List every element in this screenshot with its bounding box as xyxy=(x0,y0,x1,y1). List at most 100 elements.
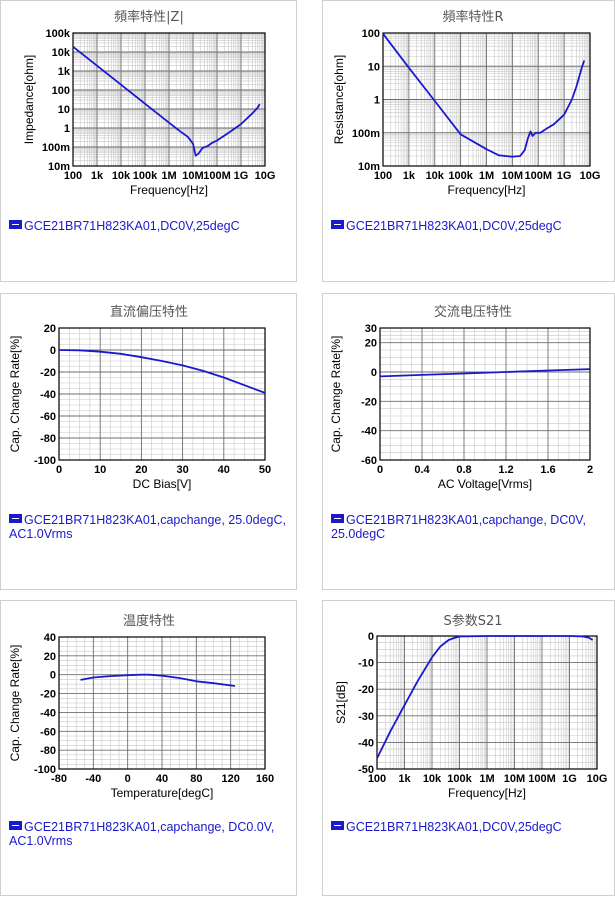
y-tick-label: 20 xyxy=(365,338,377,350)
y-tick-label: -50 xyxy=(358,764,374,776)
legend-resistance: GCE21BR71H823KA01,DC0V,25degC xyxy=(331,219,615,233)
legend-temperature: GCE21BR71H823KA01,capchange, DC0.0V, AC1… xyxy=(9,820,299,848)
y-tick-label: 30 xyxy=(365,323,377,335)
y-tick-label: -40 xyxy=(358,737,374,749)
x-tick-label: 100k xyxy=(448,170,473,182)
legend-s21: GCE21BR71H823KA01,DC0V,25degC xyxy=(331,820,615,834)
x-tick-label: 1.6 xyxy=(540,464,555,476)
plot-frame xyxy=(379,327,591,461)
y-tick-label: -60 xyxy=(361,455,377,467)
x-tick-label: 80 xyxy=(190,773,202,785)
x-tick-label: 0 xyxy=(377,464,383,476)
y-tick-label: -10 xyxy=(358,658,374,670)
legend-swatch-icon xyxy=(331,514,344,523)
y-axis-label: Cap. Change Rate[%] xyxy=(329,336,343,453)
x-tick-label: 40 xyxy=(156,773,168,785)
legend-impedance: GCE21BR71H823KA01,DC0V,25degC xyxy=(9,219,299,233)
y-tick-label: 10m xyxy=(358,161,380,173)
x-tick-label: 1M xyxy=(479,170,494,182)
x-tick-label: 1G xyxy=(234,170,249,182)
chart-title: S参数S21 xyxy=(443,613,502,629)
chart-panel-s21: S参数S21 100 1k 10k 100k 1M 10M 100M 1G 10G -50 -40 -3… xyxy=(322,600,615,896)
y-tick-label: -20 xyxy=(40,367,56,379)
y-tick-label: 40 xyxy=(44,632,56,644)
x-tick-label: 1k xyxy=(398,773,411,785)
y-tick-label: 0 xyxy=(368,631,374,643)
chart-title: 頻率特性|Z| xyxy=(114,9,184,25)
y-tick-label: 10 xyxy=(368,61,380,73)
chart-title: 温度特性 xyxy=(123,613,175,629)
y-tick-label: 0 xyxy=(50,345,56,357)
x-tick-label: 100M xyxy=(524,170,552,182)
series-line xyxy=(382,33,586,158)
legend-text: GCE21BR71H823KA01,DC0V,25degC xyxy=(24,219,240,233)
legend-text: GCE21BR71H823KA01,capchange, DC0.0V, AC1… xyxy=(9,820,275,848)
y-tick-label: -100 xyxy=(34,455,56,467)
y-tick-label: -40 xyxy=(361,426,377,438)
x-tick-label: 10G xyxy=(580,170,601,182)
y-tick-label: -40 xyxy=(40,707,56,719)
x-tick-label: 10 xyxy=(94,464,106,476)
x-tick-label: 20 xyxy=(135,464,147,476)
x-tick-label: 100k xyxy=(133,170,158,182)
x-tick-label: 1k xyxy=(403,170,416,182)
y-tick-label: -60 xyxy=(40,726,56,738)
x-tick-label: 30 xyxy=(176,464,188,476)
x-tick-label: 100 xyxy=(64,170,82,182)
x-tick-label: 10k xyxy=(423,773,442,785)
x-tick-label: 100 xyxy=(374,170,392,182)
x-tick-label: 10G xyxy=(255,170,276,182)
chart-panel-impedance: 頻率特性|Z| 100 1k 10k 100k 1M 10M 100M 1G 10G 10m 100m… xyxy=(0,0,297,282)
y-axis-label: Cap. Change Rate[%] xyxy=(8,645,22,762)
y-tick-label: 20 xyxy=(44,651,56,663)
y-tick-label: 10 xyxy=(58,104,70,116)
legend-text: GCE21BR71H823KA01,capchange, DC0V, 25.0d… xyxy=(331,513,586,541)
y-tick-label: 20 xyxy=(44,323,56,335)
chart-ac-voltage: 交流电压特性 0 0.4 0.8 1.2 1.6 2 -60 -40 -20 0 20 30 AC Vol… xyxy=(329,304,593,491)
plot-frame xyxy=(58,327,266,461)
chart-resistance: 頻率特性R 100 1k 10k 100k 1M 10M 100M 1G 10G 10m 100m 1 1… xyxy=(332,9,601,197)
y-tick-label: -20 xyxy=(361,396,377,408)
y-tick-label: 10k xyxy=(52,47,71,59)
chart-panel-ac-voltage: 交流电压特性 0 0.4 0.8 1.2 1.6 2 -60 -40 -20 0 20 30 AC Vol… xyxy=(322,293,615,590)
y-tick-label: 0 xyxy=(50,670,56,682)
plot-frame xyxy=(72,32,266,167)
legend-text: GCE21BR71H823KA01,capchange, 25.0degC, A… xyxy=(9,513,286,541)
x-axis-label: Frequency[Hz] xyxy=(448,786,526,800)
x-tick-label: 120 xyxy=(221,773,239,785)
x-tick-label: 0 xyxy=(56,464,62,476)
x-tick-label: 0 xyxy=(125,773,131,785)
y-tick-label: -60 xyxy=(40,411,56,423)
x-tick-label: 10M xyxy=(182,170,203,182)
chart-panel-temperature: 温度特性 -80 -40 0 40 80 120 160 -100 -80 -60 -40 -20 0 20… xyxy=(0,600,297,896)
y-tick-label: -100 xyxy=(34,764,56,776)
y-tick-label: 1 xyxy=(64,123,70,135)
x-axis-label: Frequency[Hz] xyxy=(130,183,208,197)
chart-s21: S参数S21 100 1k 10k 100k 1M 10M 100M 1G 10G -50 -40 -3… xyxy=(334,613,608,800)
x-tick-label: 1G xyxy=(562,773,577,785)
legend-swatch-icon xyxy=(9,821,22,830)
y-tick-label: 100 xyxy=(362,28,380,40)
y-axis-label: Cap. Change Rate[%] xyxy=(8,336,22,453)
x-tick-label: 160 xyxy=(256,773,274,785)
legend-swatch-icon xyxy=(9,514,22,523)
x-tick-label: 10k xyxy=(426,170,445,182)
x-tick-label: 1M xyxy=(479,773,494,785)
plot-frame xyxy=(58,636,266,770)
x-axis-label: Frequency[Hz] xyxy=(447,183,525,197)
x-tick-label: 0.8 xyxy=(456,464,471,476)
y-tick-label: 100m xyxy=(42,142,70,154)
x-tick-label: 100M xyxy=(203,170,231,182)
x-tick-label: 2 xyxy=(587,464,593,476)
chart-panel-dc-bias: 直流偏压特性 0 10 20 30 40 50 -100 -80 -60 -40 -20 0 20 DC B… xyxy=(0,293,297,590)
series-line xyxy=(72,45,261,157)
chart-temperature: 温度特性-80 -40 0 40 80 120 160-100-80-60-40-20020… xyxy=(8,613,274,800)
series-line xyxy=(379,368,591,378)
x-tick-label: 100k xyxy=(447,773,472,785)
y-axis-label: Impedance[ohm] xyxy=(22,55,36,144)
x-tick-label: 100 xyxy=(368,773,386,785)
x-tick-label: 10G xyxy=(587,773,608,785)
x-tick-label: 10M xyxy=(504,773,525,785)
y-tick-label: -80 xyxy=(40,745,56,757)
